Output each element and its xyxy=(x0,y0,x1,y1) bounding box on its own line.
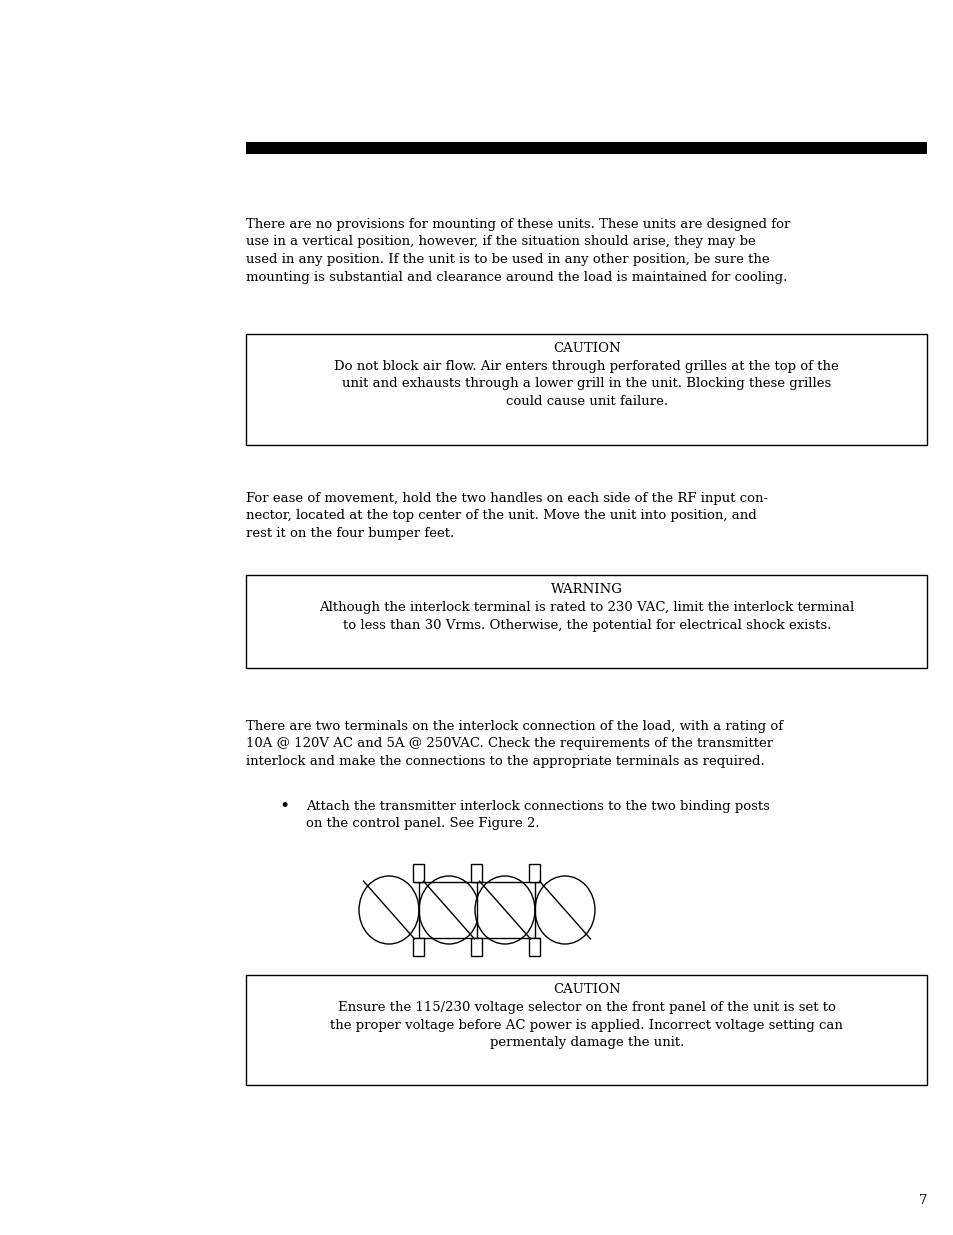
Text: CAUTION: CAUTION xyxy=(553,342,619,354)
Ellipse shape xyxy=(535,876,595,944)
Text: For ease of movement, hold the two handles on each side of the RF input con-
nec: For ease of movement, hold the two handl… xyxy=(246,492,767,540)
Text: There are no provisions for mounting of these units. These units are designed fo: There are no provisions for mounting of … xyxy=(246,219,790,284)
Text: •: • xyxy=(278,798,289,815)
Ellipse shape xyxy=(358,876,418,944)
Bar xyxy=(529,864,540,882)
Text: Attach the transmitter interlock connections to the two binding posts
on the con: Attach the transmitter interlock connect… xyxy=(306,800,769,830)
Bar xyxy=(246,142,926,154)
Bar xyxy=(246,333,926,445)
Bar xyxy=(413,864,424,882)
Bar xyxy=(246,576,926,668)
Bar xyxy=(529,939,540,956)
Bar xyxy=(471,864,482,882)
Text: Do not block air flow. Air enters through perforated grilles at the top of the
u: Do not block air flow. Air enters throug… xyxy=(334,359,839,408)
Text: Although the interlock terminal is rated to 230 VAC, limit the interlock termina: Although the interlock terminal is rated… xyxy=(318,601,854,631)
Bar xyxy=(415,882,538,939)
Text: 7: 7 xyxy=(918,1194,926,1207)
Bar xyxy=(471,939,482,956)
Ellipse shape xyxy=(418,876,478,944)
Text: There are two terminals on the interlock connection of the load, with a rating o: There are two terminals on the interlock… xyxy=(246,720,782,768)
Bar xyxy=(246,974,926,1086)
Bar xyxy=(413,939,424,956)
Ellipse shape xyxy=(475,876,535,944)
Text: WARNING: WARNING xyxy=(550,583,622,597)
Text: Ensure the 115/230 voltage selector on the front panel of the unit is set to
the: Ensure the 115/230 voltage selector on t… xyxy=(330,1002,842,1049)
Text: CAUTION: CAUTION xyxy=(553,983,619,995)
